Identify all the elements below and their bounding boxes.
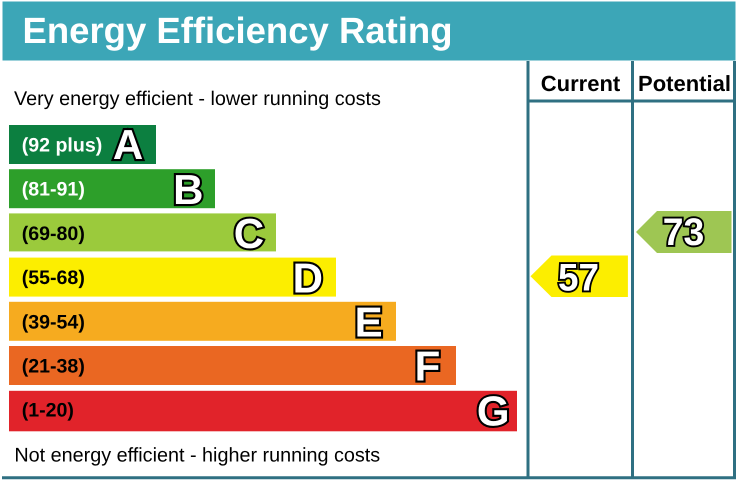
svg-text:C: C	[234, 210, 264, 257]
svg-text:A: A	[113, 121, 143, 168]
svg-text:57: 57	[558, 256, 599, 299]
svg-text:D: D	[293, 254, 323, 301]
svg-text:Not energy efficient - higher: Not energy efficient - higher running co…	[14, 445, 380, 467]
svg-text:E: E	[355, 299, 383, 346]
svg-text:73: 73	[663, 211, 705, 254]
svg-text:F: F	[415, 343, 441, 390]
svg-text:(92 plus): (92 plus)	[22, 135, 103, 157]
svg-text:(1-20): (1-20)	[22, 400, 74, 422]
svg-text:(81-91): (81-91)	[22, 179, 85, 201]
svg-text:Potential: Potential	[638, 71, 731, 96]
svg-text:G: G	[477, 388, 510, 435]
svg-text:(55-68): (55-68)	[22, 267, 85, 289]
svg-text:(69-80): (69-80)	[22, 223, 85, 245]
svg-text:Energy Efficiency Rating: Energy Efficiency Rating	[23, 10, 453, 51]
svg-text:B: B	[173, 166, 203, 213]
svg-text:(21-38): (21-38)	[22, 356, 85, 378]
svg-text:(39-54): (39-54)	[22, 311, 85, 333]
svg-text:Very energy efficient - lower: Very energy efficient - lower running co…	[14, 88, 381, 110]
svg-text:Current: Current	[541, 71, 621, 96]
